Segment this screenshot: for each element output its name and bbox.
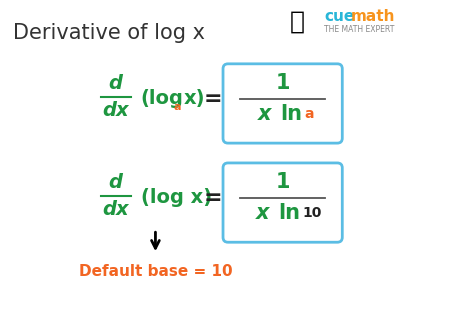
Text: 1: 1 (275, 73, 290, 93)
FancyBboxPatch shape (223, 163, 342, 242)
Text: a: a (173, 102, 181, 112)
Text: x): x) (183, 89, 205, 108)
Text: (log: (log (140, 89, 183, 108)
Text: dx: dx (102, 200, 129, 218)
Text: 🚀: 🚀 (289, 9, 304, 33)
Text: x: x (258, 104, 271, 124)
Text: (log x): (log x) (140, 188, 212, 207)
Text: 10: 10 (303, 207, 322, 220)
Text: d: d (109, 74, 123, 93)
Text: =: = (204, 89, 222, 109)
Text: ln: ln (281, 104, 303, 124)
Text: Default base = 10: Default base = 10 (79, 264, 232, 279)
Text: math: math (351, 9, 396, 24)
Text: d: d (109, 173, 123, 192)
Text: ln: ln (279, 203, 301, 223)
Text: Derivative of log x: Derivative of log x (13, 23, 205, 43)
Text: THE MATH EXPERT: THE MATH EXPERT (324, 25, 395, 34)
Text: dx: dx (102, 100, 129, 120)
Text: x: x (256, 203, 270, 223)
Text: cue: cue (324, 9, 355, 24)
FancyBboxPatch shape (223, 64, 342, 143)
Text: 1: 1 (275, 172, 290, 192)
Text: =: = (204, 187, 222, 208)
Text: a: a (304, 107, 314, 121)
